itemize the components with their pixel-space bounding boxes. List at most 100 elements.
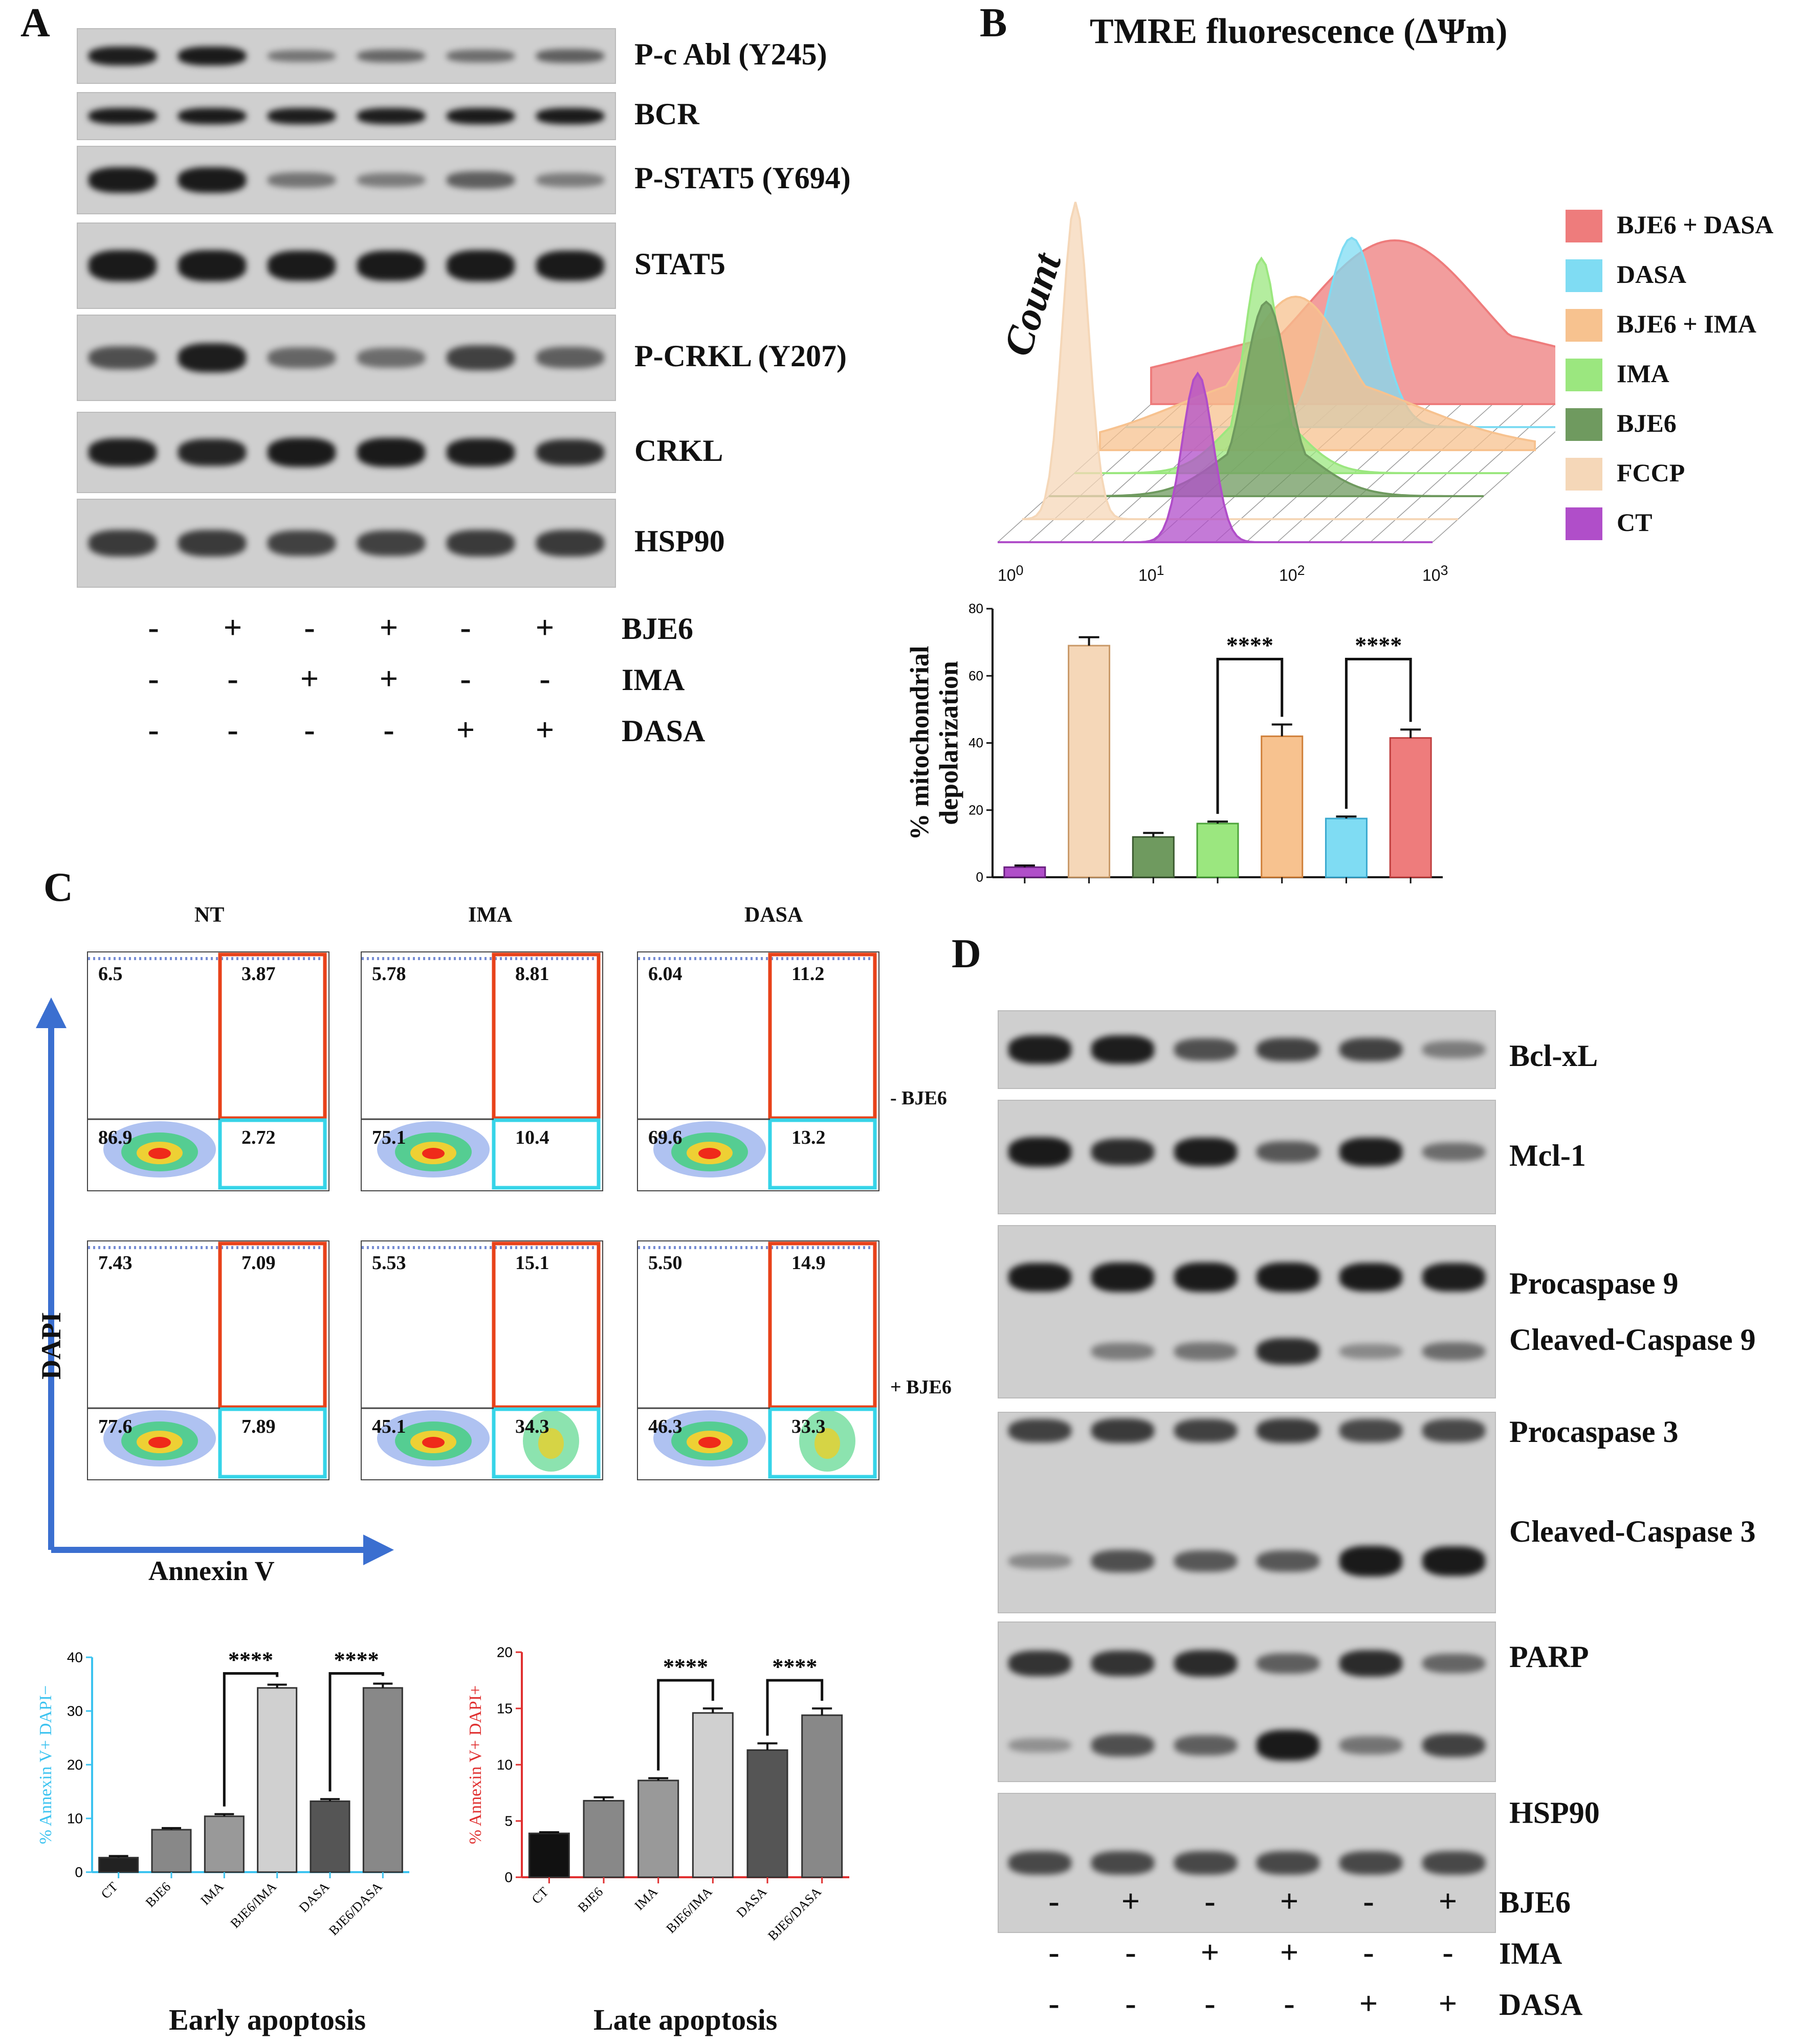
quadrant-value: 5.53 xyxy=(372,1252,406,1274)
blot-band xyxy=(447,171,515,189)
quadrant-value: 5.50 xyxy=(648,1252,682,1274)
blot-band xyxy=(1091,1139,1154,1165)
blot-band xyxy=(89,107,157,125)
bar-IMA xyxy=(204,1815,245,1873)
treatment-sign: - xyxy=(460,660,471,697)
wb-row-0 xyxy=(77,28,616,84)
early-apoptosis-title: Early apoptosis xyxy=(169,2003,366,2036)
blot-band xyxy=(1091,1035,1154,1064)
bar-BJE6 xyxy=(583,1799,625,1878)
flow-column-header: IMA xyxy=(468,903,513,927)
y-tick-label: 0 xyxy=(75,1864,83,1880)
treatment-sign: - xyxy=(1048,1883,1060,1919)
blot-band xyxy=(536,173,604,187)
blot-band xyxy=(1339,1419,1402,1442)
wb-row-3 xyxy=(77,223,616,309)
flow-density xyxy=(88,952,328,1190)
error-bar xyxy=(702,1707,723,1713)
blot-band xyxy=(1174,1650,1237,1677)
treatment-name: DASA xyxy=(622,714,706,748)
quadrant-value: 7.09 xyxy=(241,1252,276,1274)
wb-row-d-5 xyxy=(998,1793,1496,1933)
blot-band xyxy=(1422,1733,1485,1758)
blot-label: Cleaved-Caspase 9 xyxy=(1509,1323,1756,1357)
blot-band xyxy=(1257,1730,1320,1761)
treatment-sign: + xyxy=(1280,1883,1299,1919)
blot-band xyxy=(1339,1037,1402,1062)
treatment-sign: - xyxy=(1125,1985,1136,2021)
blot-band xyxy=(89,529,157,557)
panel-a-letter: A xyxy=(20,1,50,46)
error-bar xyxy=(1143,832,1164,837)
x-tick-label: BJE6 xyxy=(575,1884,606,1915)
flow-plot: 5.53 15.1 45.1 34.3 xyxy=(361,1240,603,1480)
flow-column-header: DASA xyxy=(744,903,803,927)
blot-band xyxy=(1257,1037,1320,1062)
blot-band xyxy=(1339,1851,1402,1875)
blot-band xyxy=(1422,1263,1485,1292)
blot-label: HSP90 xyxy=(1509,1796,1600,1830)
y-tick-label: 5 xyxy=(504,1813,513,1829)
treatment-sign: - xyxy=(1048,1934,1060,1970)
blot-band xyxy=(178,343,246,373)
flow-plot: 6.04 11.2 69.6 13.2 xyxy=(637,951,879,1191)
blot-band xyxy=(1008,1035,1072,1064)
blot-band xyxy=(357,173,425,187)
blot-band xyxy=(357,250,425,281)
histogram-tick: 103 xyxy=(1422,563,1448,585)
wb-row-6 xyxy=(77,499,616,588)
x-tick-label: DASA xyxy=(734,1884,770,1921)
blot-band xyxy=(1257,1338,1320,1365)
quadrant-value: 77.6 xyxy=(98,1416,133,1437)
bar-CT xyxy=(528,1832,570,1878)
panel-c-letter: C xyxy=(43,865,73,910)
x-tick-label: BJE6 xyxy=(143,1879,173,1910)
x-tick-label: CT xyxy=(529,1884,552,1907)
error-bar xyxy=(320,1798,340,1802)
quadrant-value: 7.43 xyxy=(98,1252,133,1274)
blot-label: Procaspase 9 xyxy=(1509,1267,1679,1300)
blot-band xyxy=(1008,1650,1072,1677)
flow-column-header: NT xyxy=(194,903,225,927)
blot-band xyxy=(447,529,515,557)
treatment-sign: + xyxy=(1438,1985,1458,2021)
blot-label: STAT5 xyxy=(634,247,725,281)
histogram-tick: 102 xyxy=(1279,563,1305,585)
panel-d-letter: D xyxy=(952,931,981,976)
blot-band xyxy=(447,438,515,466)
legend-label: FCCP xyxy=(1617,458,1685,487)
treatment-sign: + xyxy=(379,660,399,697)
blot-band xyxy=(1008,1262,1072,1292)
blot-band xyxy=(1008,1137,1072,1167)
blot-band xyxy=(1257,1653,1320,1674)
blot-band xyxy=(1339,1138,1402,1166)
blot-band xyxy=(178,439,246,466)
treatment-sign: - xyxy=(1363,1883,1374,1919)
error-bar xyxy=(1207,820,1228,824)
x-tick-label: CT xyxy=(98,1879,121,1902)
legend-label: BJE6 + IMA xyxy=(1617,309,1756,338)
blot-band xyxy=(1174,1262,1237,1293)
treatment-sign: - xyxy=(148,660,159,697)
quadrant-value: 33.3 xyxy=(791,1416,826,1437)
blot-band xyxy=(1422,1041,1485,1058)
blot-band xyxy=(268,437,336,468)
flow-density xyxy=(638,952,878,1190)
tick-base: 10 xyxy=(1138,566,1157,585)
bar-BJE6 xyxy=(151,1829,192,1873)
treatment-sign: + xyxy=(223,609,243,646)
blot-band xyxy=(178,107,246,125)
blot-band xyxy=(268,530,336,557)
blot-band xyxy=(178,250,246,281)
wb-row-5 xyxy=(77,412,616,493)
blot-band xyxy=(1257,1418,1320,1443)
legend-label: IMA xyxy=(1617,359,1669,388)
quadrant-value: 5.78 xyxy=(372,963,406,985)
y-tick-label: 10 xyxy=(497,1757,513,1772)
treatment-sign: - xyxy=(1363,1934,1374,1970)
blot-band xyxy=(536,107,604,125)
wb-row-1 xyxy=(77,92,616,140)
bar-BJE6/DASA xyxy=(801,1714,843,1878)
legend-swatch xyxy=(1566,458,1602,491)
